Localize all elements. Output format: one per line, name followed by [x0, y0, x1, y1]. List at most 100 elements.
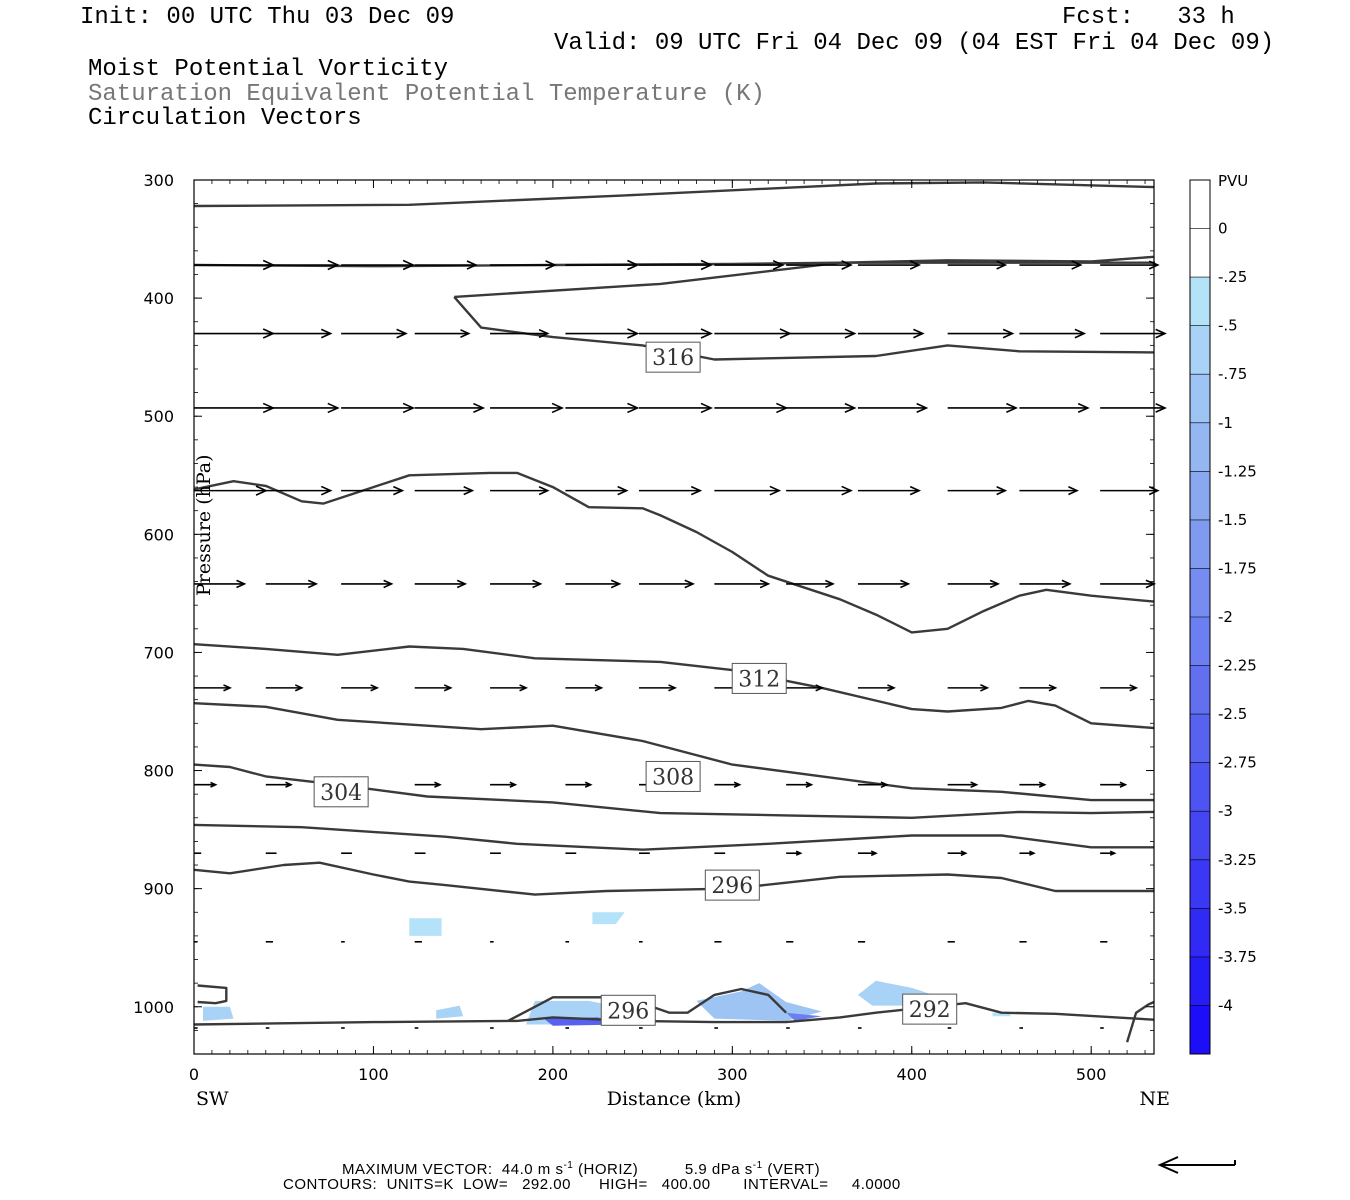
vector-head	[1071, 260, 1083, 270]
contour-label-box	[600, 994, 656, 1026]
circulation-vector	[1100, 486, 1160, 496]
y-tick-label: 300	[143, 171, 174, 190]
colorbar-label: -.75	[1218, 365, 1247, 383]
vector-head	[627, 328, 640, 339]
circulation-vector	[1019, 850, 1036, 856]
circulation-vector	[1019, 260, 1083, 270]
colorbar-bin-3	[1190, 325, 1210, 375]
vector-head	[916, 402, 929, 414]
circulation-vector	[947, 850, 968, 857]
vector-head	[396, 328, 408, 339]
vector-head	[909, 260, 922, 270]
field-title-pv: Moist Potential Vorticity	[88, 56, 449, 83]
theta-es-contour-4	[193, 471, 1155, 634]
vector-head	[1006, 402, 1018, 414]
vector-head	[402, 259, 416, 271]
colorbar-label: -2.25	[1218, 657, 1257, 675]
x-tick-label: 200	[538, 1065, 569, 1084]
circulation-vector	[490, 579, 543, 589]
vector-head	[519, 684, 529, 692]
vector-head	[1038, 781, 1047, 788]
colorbar-bin-0	[1190, 180, 1210, 229]
circulation-vector	[947, 579, 1000, 589]
contour-label-box	[704, 869, 760, 901]
vector-head	[327, 259, 340, 271]
vector-head	[805, 781, 814, 788]
valid-time: Valid: 09 UTC Fri 04 Dec 09 (04 EST Fri …	[554, 30, 1275, 57]
theta-es-contour-0	[193, 181, 1155, 208]
circulation-vector	[1100, 781, 1128, 788]
circulation-vector	[947, 260, 1008, 270]
vector-head	[1029, 850, 1036, 856]
vector-head	[383, 579, 394, 589]
vector-head	[880, 781, 889, 789]
theta-es-contour-9	[193, 861, 1154, 896]
contour-label-box	[902, 993, 958, 1025]
vector-head	[1061, 579, 1072, 589]
max-vector-line: MAXIMUM VECTOR: 44.0 m s-1 (HORIZ) 5.9 d…	[342, 1158, 820, 1178]
theta-es-contour-3	[453, 296, 1155, 361]
theta-es-contour-8	[193, 823, 1154, 851]
colorbar-bin-5	[1190, 422, 1210, 472]
pv-shade-3	[436, 1005, 464, 1019]
vector-head	[617, 485, 629, 496]
y-tick-label: 400	[143, 289, 174, 308]
circulation-vector	[947, 486, 1008, 496]
contour-label-text: 316	[652, 346, 694, 371]
contour-label-292: 292	[902, 993, 958, 1025]
vector-head	[815, 684, 825, 692]
circulation-vector	[265, 485, 333, 496]
circulation-vector	[414, 579, 468, 589]
vector-head	[627, 259, 640, 271]
vector-head	[545, 260, 557, 270]
contour-label-304: 304	[313, 776, 369, 808]
colorbar-bin-4	[1190, 374, 1210, 423]
endpoint-left-label: SW	[196, 1088, 229, 1110]
circulation-vector	[341, 259, 416, 271]
circulation-vector	[857, 328, 925, 339]
circulation-vector	[639, 402, 713, 414]
circulation-vector	[639, 328, 713, 339]
circulation-vector	[1100, 579, 1157, 589]
vector-head	[460, 329, 471, 338]
circulation-vector	[194, 402, 276, 414]
circulation-vector	[565, 579, 622, 589]
circulation-vector	[194, 579, 247, 589]
plot-frame	[193, 179, 1155, 1055]
vector-head	[466, 260, 478, 270]
circulation-vector	[194, 684, 232, 692]
contour-label-box	[645, 760, 701, 792]
vector-head	[327, 402, 340, 414]
vector-head	[960, 850, 968, 857]
circulation-vector	[714, 485, 782, 496]
max-vector-vert-unit: dPa s	[711, 1161, 753, 1178]
vector-head	[584, 781, 593, 788]
vector-head	[532, 579, 543, 589]
circulation-vector	[565, 402, 640, 414]
pv-shade-0	[409, 918, 442, 936]
vector-head	[393, 485, 405, 496]
circulation-vector	[265, 259, 340, 271]
circulation-vector	[341, 402, 416, 414]
vector-head	[909, 485, 922, 496]
max-vector-horiz-unit: m s	[537, 1161, 564, 1178]
vector-head	[887, 684, 896, 692]
colorbar-bin-7	[1190, 519, 1210, 569]
circulation-vector	[565, 328, 640, 339]
circulation-vector	[414, 329, 471, 338]
vector-head	[1077, 402, 1090, 414]
circulation-vector	[786, 485, 853, 496]
circulation-vector	[265, 402, 340, 414]
colorbar-label: -1.75	[1218, 559, 1257, 577]
circulation-vector	[265, 579, 319, 589]
theta-es-contour-12	[197, 984, 228, 1005]
colorbar-bin-15	[1190, 908, 1210, 957]
vector-head	[841, 260, 853, 270]
colorbar-frame	[1189, 179, 1211, 1055]
vector-head	[1068, 486, 1079, 496]
colorbar-bin-12	[1190, 762, 1210, 812]
contour-label-text: 312	[738, 667, 780, 692]
vector-head	[285, 781, 293, 788]
contour-label-308: 308	[645, 760, 701, 792]
vector-head	[759, 579, 771, 589]
